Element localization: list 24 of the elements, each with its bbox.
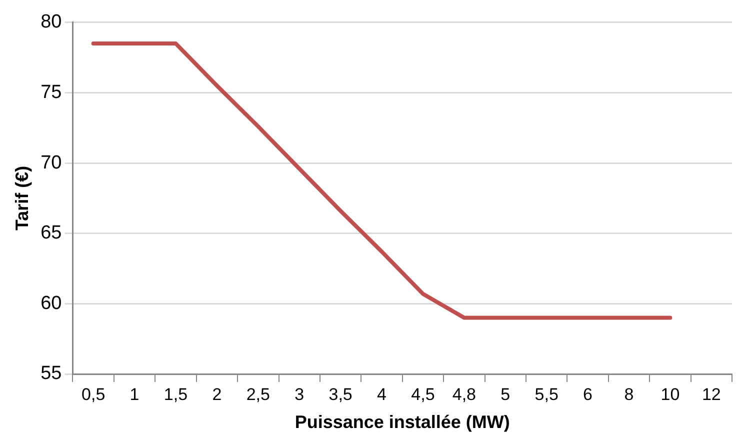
y-tick-label: 80 [40, 12, 62, 33]
x-tick-label: 4,5 [411, 384, 435, 404]
x-tick-label: 2 [212, 384, 222, 404]
x-tick-label: 6 [583, 384, 593, 404]
x-tick-label: 1,5 [164, 384, 188, 404]
x-axis-title: Puissance installée (MW) [294, 412, 510, 432]
x-tick-label: 3 [294, 384, 304, 404]
y-tick-label: 65 [40, 222, 62, 244]
x-tick-label: 10 [660, 384, 680, 404]
y-axis-title: Tarif (€) [12, 166, 32, 231]
y-tick-label: 75 [40, 82, 62, 103]
x-tick-label: 0,5 [82, 384, 106, 404]
x-tick-label: 4,8 [452, 384, 476, 404]
y-tick-label: 60 [40, 292, 62, 314]
y-tick-label: 55 [40, 363, 62, 384]
x-tick-label: 12 [702, 384, 721, 404]
x-tick-label: 1 [130, 384, 140, 404]
y-tick-label: 70 [40, 152, 62, 174]
x-tick-label: 2,5 [246, 384, 270, 404]
x-tick-label: 8 [624, 384, 634, 404]
x-tick-label: 3,5 [328, 384, 352, 404]
x-tick-label: 4 [377, 384, 386, 404]
x-tick-label: 5 [500, 384, 510, 404]
x-tick-label: 5,5 [534, 384, 558, 404]
